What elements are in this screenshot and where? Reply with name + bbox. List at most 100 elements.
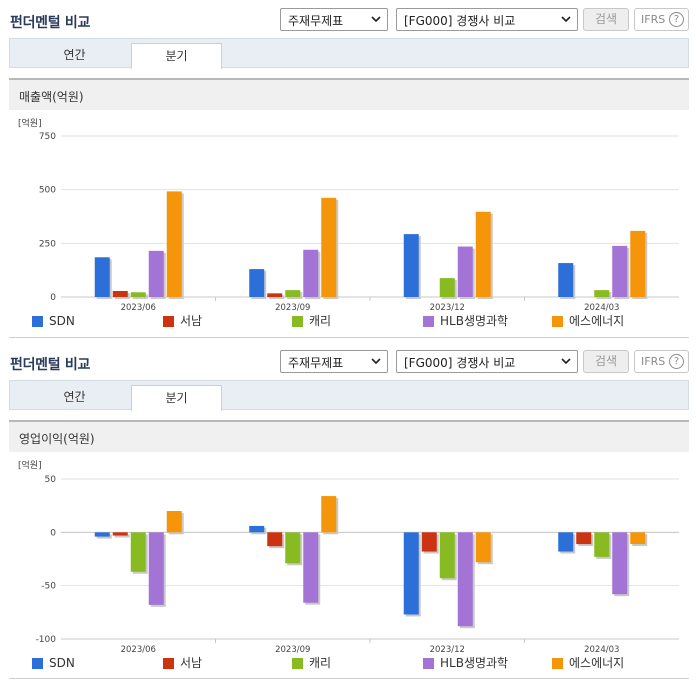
bar-shadow bbox=[114, 534, 130, 538]
x-tick-label: 2023/06 bbox=[121, 303, 156, 313]
bar-s-energy bbox=[630, 230, 646, 297]
bar-carry bbox=[439, 532, 455, 579]
bar-hlb-life-science bbox=[303, 532, 319, 603]
bar-seonam bbox=[421, 532, 437, 552]
chevron-down-icon bbox=[561, 358, 571, 365]
bar-carry bbox=[594, 290, 610, 297]
peer-group-value: [FG000] 경쟁사 비교 bbox=[404, 356, 516, 370]
revenue-bar-chart: [억원] 0 250 500 750 2023/06 2023/09 2023/12 2024/… bbox=[18, 117, 679, 328]
metric-header: 영업이익(억원) bbox=[9, 420, 689, 452]
section-title: 펀더멘털 비교 bbox=[10, 15, 91, 31]
bar-s-energy bbox=[166, 511, 182, 533]
bar-seonam bbox=[112, 290, 128, 297]
chevron-down-icon bbox=[371, 358, 381, 365]
y-tick-label: 750 bbox=[39, 132, 56, 142]
bar-seonam bbox=[267, 293, 283, 297]
ifrs-label: IFRS bbox=[641, 13, 666, 26]
statement-type-value: 주재무제표 bbox=[288, 356, 344, 370]
tab-quarter[interactable]: 분기 bbox=[131, 43, 222, 69]
ifrs-help-button[interactable]: IFRS ? bbox=[634, 350, 689, 373]
bar-seonam bbox=[112, 532, 128, 536]
y-tick-label: 50 bbox=[45, 475, 57, 485]
legend-swatch-seonam bbox=[163, 658, 174, 669]
bar-s-energy bbox=[321, 197, 337, 297]
chevron-down-icon bbox=[561, 16, 571, 23]
legend-swatch-carry bbox=[292, 316, 303, 327]
bar-seonam bbox=[576, 532, 592, 545]
bar-hlb-life-science bbox=[612, 532, 628, 595]
search-button[interactable]: 검색 bbox=[583, 8, 629, 31]
legend-swatch-s-energy bbox=[552, 658, 563, 669]
legend-swatch-seonam bbox=[163, 316, 174, 327]
bar-seonam bbox=[267, 532, 283, 547]
divider bbox=[9, 337, 689, 338]
bar-carry bbox=[594, 532, 610, 557]
y-tick-label: -100 bbox=[36, 635, 57, 645]
bar-s-energy bbox=[475, 211, 491, 297]
bar-hlb-life-science bbox=[303, 249, 319, 297]
ifrs-help-button[interactable]: IFRS ? bbox=[634, 8, 689, 31]
bar-carry bbox=[439, 278, 455, 297]
section-header: 펀더멘털 비교 주재무제표 [FG000] 경쟁사 비교 검색 IFRS ? bbox=[0, 0, 696, 38]
section-header: 펀더멘털 비교 주재무제표 [FG000] 경쟁사 비교 검색 IFRS ? bbox=[0, 342, 696, 380]
y-tick-label: 250 bbox=[39, 239, 56, 249]
legend-label-seonam: 서남 bbox=[180, 656, 202, 670]
x-tick-label: 2023/09 bbox=[275, 303, 310, 313]
bar-hlb-life-science bbox=[612, 245, 628, 297]
bar-hlb-life-science bbox=[457, 532, 473, 627]
tab-annual[interactable]: 연간 bbox=[63, 390, 86, 404]
help-icon: ? bbox=[669, 12, 684, 27]
x-tick-label: 2023/06 bbox=[121, 645, 156, 655]
bar-sdn bbox=[249, 269, 265, 297]
peer-group-select[interactable]: [FG000] 경쟁사 비교 bbox=[396, 350, 578, 373]
y-tick-label: -50 bbox=[41, 582, 56, 592]
period-tabs: 연간 분기 bbox=[9, 380, 689, 411]
bar-sdn bbox=[249, 525, 265, 533]
section-title: 펀더멘털 비교 bbox=[10, 357, 91, 373]
bar-carry bbox=[130, 292, 146, 297]
legend-label-sdn: SDN bbox=[49, 656, 75, 670]
legend-label-hlb-life-science: HLB생명과학 bbox=[440, 656, 508, 670]
bar-hlb-life-science bbox=[148, 532, 164, 605]
help-icon: ? bbox=[669, 354, 684, 369]
tab-annual[interactable]: 연간 bbox=[63, 48, 86, 62]
bar-s-energy bbox=[321, 496, 337, 533]
legend-label-carry: 캐리 bbox=[309, 314, 331, 328]
unit-label: [억원] bbox=[18, 117, 42, 129]
bar-sdn bbox=[94, 532, 110, 537]
unit-label: [억원] bbox=[18, 459, 42, 471]
legend-label-hlb-life-science: HLB생명과학 bbox=[440, 314, 508, 328]
bar-s-energy bbox=[166, 191, 182, 297]
bar-shadow bbox=[269, 295, 285, 299]
legend-label-s-energy: 에스에너지 bbox=[569, 656, 624, 670]
peer-group-select[interactable]: [FG000] 경쟁사 비교 bbox=[396, 8, 578, 31]
tab-quarter[interactable]: 분기 bbox=[131, 385, 222, 411]
search-button[interactable]: 검색 bbox=[583, 350, 629, 373]
x-tick-label: 2023/09 bbox=[275, 645, 310, 655]
x-tick-label: 2023/12 bbox=[430, 645, 465, 655]
legend-swatch-hlb-life-science bbox=[423, 316, 434, 327]
x-tick-label: 2023/12 bbox=[430, 303, 465, 313]
legend-label-sdn: SDN bbox=[49, 314, 75, 328]
bar-s-energy bbox=[630, 532, 646, 545]
legend-swatch-sdn bbox=[32, 316, 43, 327]
legend-label-s-energy: 에스에너지 bbox=[569, 314, 624, 328]
metric-header: 매출액(억원) bbox=[9, 78, 689, 110]
statement-type-select[interactable]: 주재무제표 bbox=[280, 8, 388, 31]
ifrs-label: IFRS bbox=[641, 355, 666, 368]
metric-title: 매출액(억원) bbox=[19, 90, 84, 104]
bar-hlb-life-science bbox=[148, 250, 164, 297]
operating-profit-bar-chart: [억원] -100 -50 0 50 2023/06 2023/09 2023/12 2024/… bbox=[18, 459, 679, 670]
chevron-down-icon bbox=[371, 16, 381, 23]
bar-sdn bbox=[558, 263, 574, 297]
y-tick-label: 0 bbox=[50, 528, 56, 538]
legend-label-carry: 캐리 bbox=[309, 656, 331, 670]
y-tick-label: 500 bbox=[39, 186, 56, 196]
bar-carry bbox=[285, 532, 301, 564]
legend-swatch-hlb-life-science bbox=[423, 658, 434, 669]
legend-swatch-carry bbox=[292, 658, 303, 669]
statement-type-select[interactable]: 주재무제표 bbox=[280, 350, 388, 373]
bar-sdn bbox=[94, 257, 110, 297]
bar-hlb-life-science bbox=[457, 246, 473, 297]
x-tick-label: 2024/03 bbox=[584, 303, 619, 313]
